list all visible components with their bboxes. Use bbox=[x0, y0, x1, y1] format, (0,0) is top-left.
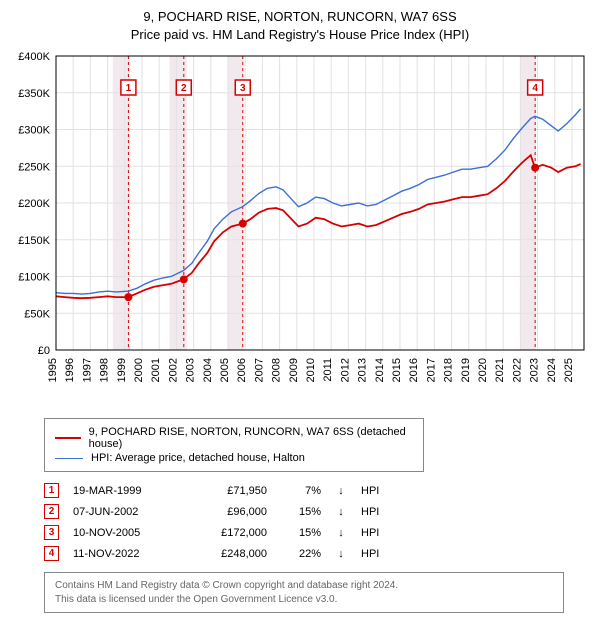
svg-text:2018: 2018 bbox=[443, 358, 455, 382]
down-arrow-icon: ↓ bbox=[335, 527, 347, 539]
sales-row: 3 10-NOV-2005 £172,000 15% ↓ HPI bbox=[44, 522, 592, 543]
svg-text:2016: 2016 bbox=[408, 358, 420, 382]
sales-rel: HPI bbox=[361, 485, 391, 497]
svg-text:2019: 2019 bbox=[460, 358, 472, 382]
svg-text:2000: 2000 bbox=[133, 358, 145, 382]
legend-label-hpi: HPI: Average price, detached house, Halt… bbox=[91, 452, 305, 464]
sales-rel: HPI bbox=[361, 548, 391, 560]
chart-title-block: 9, POCHARD RISE, NORTON, RUNCORN, WA7 6S… bbox=[8, 8, 592, 44]
svg-text:2003: 2003 bbox=[185, 358, 197, 382]
footer-line2: This data is licensed under the Open Gov… bbox=[55, 593, 553, 607]
svg-text:1: 1 bbox=[126, 83, 132, 94]
svg-text:2008: 2008 bbox=[271, 358, 283, 382]
svg-text:2004: 2004 bbox=[202, 358, 214, 382]
sales-marker: 1 bbox=[44, 483, 59, 498]
down-arrow-icon: ↓ bbox=[335, 485, 347, 497]
sales-price: £96,000 bbox=[197, 506, 267, 518]
svg-text:£100K: £100K bbox=[18, 272, 50, 284]
svg-text:2011: 2011 bbox=[322, 358, 334, 382]
sales-pct: 7% bbox=[281, 485, 321, 497]
legend: 9, POCHARD RISE, NORTON, RUNCORN, WA7 6S… bbox=[44, 418, 424, 472]
sales-table: 1 19-MAR-1999 £71,950 7% ↓ HPI 2 07-JUN-2002 £96… bbox=[44, 480, 592, 564]
svg-text:4: 4 bbox=[532, 83, 538, 94]
sales-row: 1 19-MAR-1999 £71,950 7% ↓ HPI bbox=[44, 480, 592, 501]
svg-text:2014: 2014 bbox=[374, 358, 386, 382]
chart-svg: £0 £50K £100K £150K £200K £250K £300K £350K £400… bbox=[8, 50, 592, 410]
chart-plot: £0 £50K £100K £150K £200K £250K £300K £350K £400… bbox=[8, 50, 592, 410]
legend-row-property: 9, POCHARD RISE, NORTON, RUNCORN, WA7 6S… bbox=[55, 425, 413, 451]
sales-date: 19-MAR-1999 bbox=[73, 485, 183, 497]
sales-pct: 22% bbox=[281, 548, 321, 560]
sales-price: £172,000 bbox=[197, 527, 267, 539]
chart-container: 9, POCHARD RISE, NORTON, RUNCORN, WA7 6S… bbox=[8, 8, 592, 613]
svg-text:£150K: £150K bbox=[18, 235, 50, 247]
svg-text:£400K: £400K bbox=[18, 51, 50, 63]
legend-label-property: 9, POCHARD RISE, NORTON, RUNCORN, WA7 6S… bbox=[89, 426, 413, 450]
svg-text:2017: 2017 bbox=[425, 358, 437, 382]
svg-text:£300K: £300K bbox=[18, 125, 50, 137]
svg-text:2001: 2001 bbox=[150, 358, 162, 382]
sales-price: £248,000 bbox=[197, 548, 267, 560]
svg-text:2015: 2015 bbox=[391, 358, 403, 382]
svg-text:2013: 2013 bbox=[357, 358, 369, 382]
sales-rel: HPI bbox=[361, 527, 391, 539]
sales-date: 07-JUN-2002 bbox=[73, 506, 183, 518]
svg-text:2006: 2006 bbox=[236, 358, 248, 382]
sales-date: 10-NOV-2005 bbox=[73, 527, 183, 539]
svg-text:2010: 2010 bbox=[305, 358, 317, 382]
svg-text:1997: 1997 bbox=[81, 358, 93, 382]
sales-price: £71,950 bbox=[197, 485, 267, 497]
chart-title-line2: Price paid vs. HM Land Registry's House … bbox=[8, 26, 592, 44]
sales-row: 4 11-NOV-2022 £248,000 22% ↓ HPI bbox=[44, 543, 592, 564]
svg-text:2005: 2005 bbox=[219, 358, 231, 382]
svg-text:1998: 1998 bbox=[99, 358, 111, 382]
svg-text:2021: 2021 bbox=[494, 358, 506, 382]
chart-title-line1: 9, POCHARD RISE, NORTON, RUNCORN, WA7 6S… bbox=[8, 8, 592, 26]
svg-text:2007: 2007 bbox=[253, 358, 265, 382]
svg-text:3: 3 bbox=[240, 83, 246, 94]
svg-text:2023: 2023 bbox=[529, 358, 541, 382]
svg-text:2024: 2024 bbox=[546, 358, 558, 382]
sales-row: 2 07-JUN-2002 £96,000 15% ↓ HPI bbox=[44, 501, 592, 522]
svg-text:2022: 2022 bbox=[511, 358, 523, 382]
svg-text:1995: 1995 bbox=[47, 358, 59, 382]
footer-line1: Contains HM Land Registry data © Crown c… bbox=[55, 579, 553, 593]
svg-text:1996: 1996 bbox=[64, 358, 76, 382]
legend-swatch-hpi bbox=[55, 458, 83, 459]
svg-text:2012: 2012 bbox=[339, 358, 351, 382]
svg-text:2002: 2002 bbox=[167, 358, 179, 382]
sales-rel: HPI bbox=[361, 506, 391, 518]
legend-swatch-property bbox=[55, 437, 81, 439]
sales-marker: 3 bbox=[44, 525, 59, 540]
svg-text:2020: 2020 bbox=[477, 358, 489, 382]
down-arrow-icon: ↓ bbox=[335, 548, 347, 560]
footer-note: Contains HM Land Registry data © Crown c… bbox=[44, 572, 564, 613]
svg-text:£350K: £350K bbox=[18, 88, 50, 100]
svg-text:2009: 2009 bbox=[288, 358, 300, 382]
svg-text:2: 2 bbox=[181, 83, 187, 94]
svg-text:£200K: £200K bbox=[18, 198, 50, 210]
legend-row-hpi: HPI: Average price, detached house, Halt… bbox=[55, 451, 413, 465]
sales-pct: 15% bbox=[281, 527, 321, 539]
sales-marker: 2 bbox=[44, 504, 59, 519]
svg-text:£0: £0 bbox=[38, 345, 50, 357]
svg-text:£50K: £50K bbox=[24, 309, 50, 321]
sales-pct: 15% bbox=[281, 506, 321, 518]
sales-date: 11-NOV-2022 bbox=[73, 548, 183, 560]
down-arrow-icon: ↓ bbox=[335, 506, 347, 518]
svg-text:£250K: £250K bbox=[18, 162, 50, 174]
sales-marker: 4 bbox=[44, 546, 59, 561]
svg-text:1999: 1999 bbox=[116, 358, 128, 382]
svg-text:2025: 2025 bbox=[563, 358, 575, 382]
